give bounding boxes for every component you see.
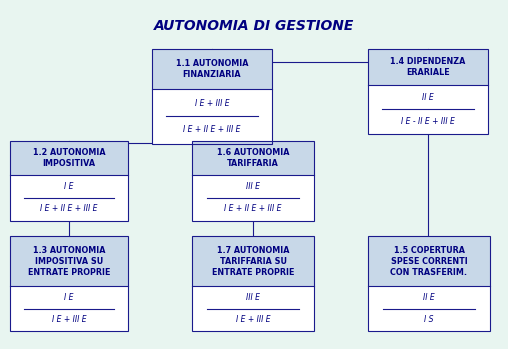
Text: I S: I S bbox=[424, 315, 434, 324]
Bar bbox=[10, 141, 128, 221]
Text: 1.2 AUTONOMIA
IMPOSITIVA: 1.2 AUTONOMIA IMPOSITIVA bbox=[33, 148, 105, 168]
Bar bbox=[10, 286, 128, 331]
Text: II E: II E bbox=[423, 294, 435, 303]
Bar bbox=[10, 174, 128, 221]
Text: 1.3 AUTONOMIA
IMPOSITIVA SU
ENTRATE PROPRIE: 1.3 AUTONOMIA IMPOSITIVA SU ENTRATE PROP… bbox=[28, 246, 110, 277]
Bar bbox=[368, 85, 488, 134]
Text: 1.6 AUTONOMIA
TARIFFARIA: 1.6 AUTONOMIA TARIFFARIA bbox=[217, 148, 289, 168]
Bar bbox=[368, 236, 490, 331]
Text: 1.4 DIPENDENZA
ERARIALE: 1.4 DIPENDENZA ERARIALE bbox=[390, 57, 466, 77]
Bar bbox=[368, 49, 488, 134]
Text: I E + II E + III E: I E + II E + III E bbox=[40, 205, 98, 214]
Text: II E: II E bbox=[422, 93, 434, 102]
Bar bbox=[192, 141, 314, 221]
Bar bbox=[10, 236, 128, 286]
Text: I E: I E bbox=[64, 182, 74, 191]
Bar bbox=[368, 286, 490, 331]
Text: I E + II E + III E: I E + II E + III E bbox=[224, 205, 282, 214]
Text: I E + III E: I E + III E bbox=[52, 315, 86, 324]
Bar bbox=[368, 49, 488, 85]
Text: 1.5 COPERTURA
SPESE CORRENTI
CON TRASFERIM.: 1.5 COPERTURA SPESE CORRENTI CON TRASFER… bbox=[391, 246, 467, 277]
Text: I E + III E: I E + III E bbox=[195, 99, 229, 108]
Text: 1.7 AUTONOMIA
TARIFFARIA SU
ENTRATE PROPRIE: 1.7 AUTONOMIA TARIFFARIA SU ENTRATE PROP… bbox=[212, 246, 294, 277]
Bar bbox=[192, 236, 314, 331]
Bar bbox=[368, 236, 490, 286]
Bar bbox=[152, 49, 272, 89]
Bar bbox=[10, 236, 128, 331]
Bar bbox=[192, 286, 314, 331]
Text: I E + II E + III E: I E + II E + III E bbox=[183, 125, 241, 134]
Bar bbox=[10, 141, 128, 174]
Bar bbox=[192, 141, 314, 174]
Bar bbox=[152, 49, 272, 144]
Text: AUTONOMIA DI GESTIONE: AUTONOMIA DI GESTIONE bbox=[154, 19, 354, 33]
Text: 1.1 AUTONOMIA
FINANZIARIA: 1.1 AUTONOMIA FINANZIARIA bbox=[176, 59, 248, 79]
Bar bbox=[152, 89, 272, 144]
Text: I E + III E: I E + III E bbox=[236, 315, 270, 324]
Bar bbox=[192, 236, 314, 286]
Text: I E: I E bbox=[64, 294, 74, 303]
Text: III E: III E bbox=[246, 294, 260, 303]
Text: I E - II E + III E: I E - II E + III E bbox=[401, 117, 455, 126]
Bar bbox=[192, 174, 314, 221]
Text: III E: III E bbox=[246, 182, 260, 191]
